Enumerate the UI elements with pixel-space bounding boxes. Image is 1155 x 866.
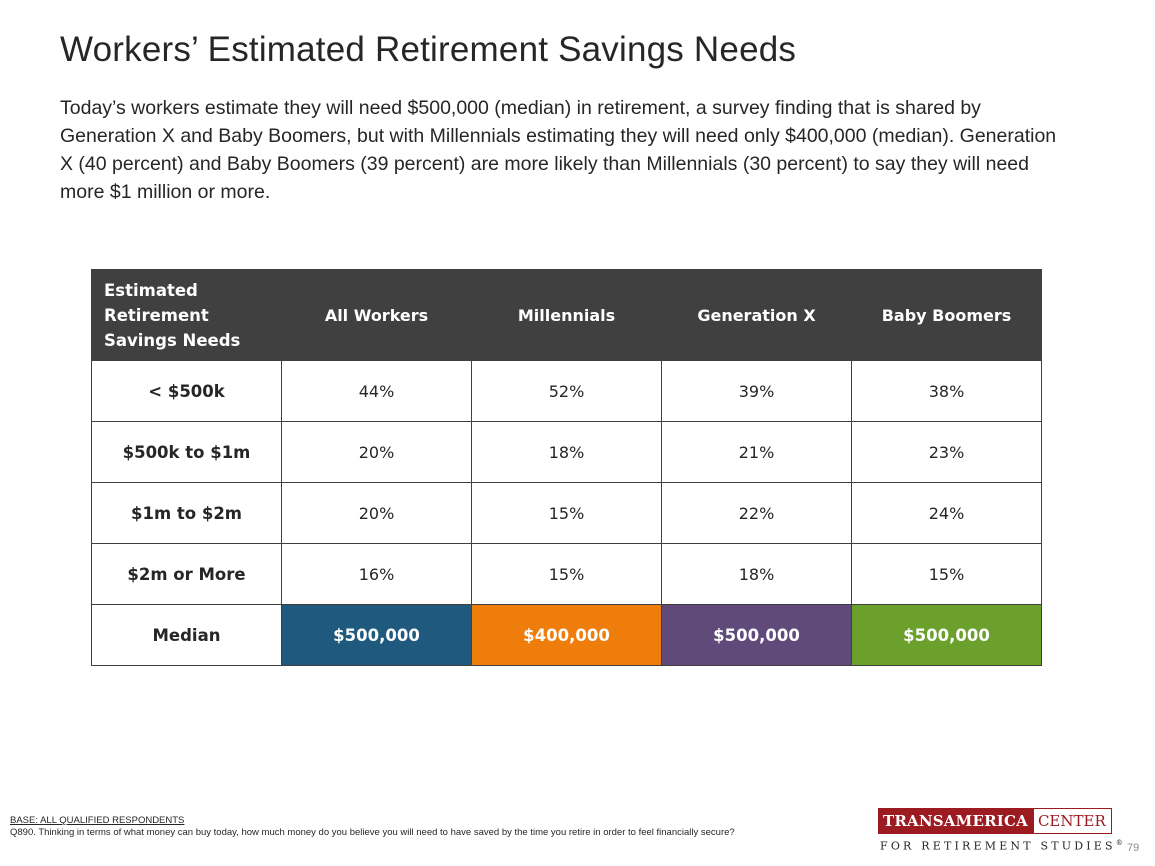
table-row: < $500k 44% 52% 39% 38% <box>91 360 1042 422</box>
registered-mark: ® <box>1115 839 1123 847</box>
table-cell: 18% <box>661 543 852 605</box>
column-header-baby-boomers: Baby Boomers <box>851 269 1042 361</box>
table-row: $2m or More 16% 15% 18% 15% <box>91 543 1042 605</box>
median-all-workers: $500,000 <box>281 604 472 666</box>
footnote-base: BASE: ALL QUALIFIED RESPONDENTS <box>10 815 185 826</box>
table-row: $1m to $2m 20% 15% 22% 24% <box>91 482 1042 544</box>
median-generation-x: $500,000 <box>661 604 852 666</box>
logo-right-text: CENTER <box>1037 812 1106 830</box>
row-label: $500k to $1m <box>91 421 282 483</box>
table-cell: 18% <box>471 421 662 483</box>
table-cell: 44% <box>281 360 472 422</box>
table-cell: 15% <box>471 543 662 605</box>
column-header-generation-x: Generation X <box>661 269 852 361</box>
table-cell: 15% <box>851 543 1042 605</box>
corner-header: Estimated Retirement Savings Needs <box>91 269 282 361</box>
table-cell: 16% <box>281 543 472 605</box>
logo-top: TRANSAMERICA CENTER <box>878 808 1112 834</box>
column-header-all-workers: All Workers <box>281 269 472 361</box>
row-label: $2m or More <box>91 543 282 605</box>
table-header-row: Estimated Retirement Savings Needs All W… <box>91 269 1042 361</box>
footnote-question: Q890. Thinking in terms of what money ca… <box>10 827 735 838</box>
page-title: Workers’ Estimated Retirement Savings Ne… <box>60 30 797 69</box>
table-cell: 20% <box>281 482 472 544</box>
transamerica-logo: TRANSAMERICA CENTER FOR RETIREMENT STUDI… <box>878 808 1123 853</box>
table-cell: 52% <box>471 360 662 422</box>
table-cell: 21% <box>661 421 852 483</box>
page-number: 79 <box>1127 842 1140 854</box>
median-millennials: $400,000 <box>471 604 662 666</box>
table-cell: 23% <box>851 421 1042 483</box>
page-subtitle: Today’s workers estimate they will need … <box>60 97 1057 203</box>
table-cell: 20% <box>281 421 472 483</box>
table-cell: 38% <box>851 360 1042 422</box>
table-cell: 22% <box>661 482 852 544</box>
table-cell: 24% <box>851 482 1042 544</box>
logo-left-text: TRANSAMERICA <box>879 809 1034 833</box>
logo-bottom: FOR RETIREMENT STUDIES® <box>878 839 1123 853</box>
median-label: Median <box>91 604 282 666</box>
median-row: Median $500,000 $400,000 $500,000 $500,0… <box>91 604 1042 666</box>
table-cell: 15% <box>471 482 662 544</box>
table-row: $500k to $1m 20% 18% 21% 23% <box>91 421 1042 483</box>
median-baby-boomers: $500,000 <box>851 604 1042 666</box>
column-header-millennials: Millennials <box>471 269 662 361</box>
savings-needs-table: Estimated Retirement Savings Needs All W… <box>91 269 1042 666</box>
row-label: $1m to $2m <box>91 482 282 544</box>
footnote: BASE: ALL QUALIFIED RESPONDENTS Q890. Th… <box>10 815 810 839</box>
table-cell: 39% <box>661 360 852 422</box>
row-label: < $500k <box>91 360 282 422</box>
logo-bottom-text: FOR RETIREMENT STUDIES <box>880 839 1116 853</box>
